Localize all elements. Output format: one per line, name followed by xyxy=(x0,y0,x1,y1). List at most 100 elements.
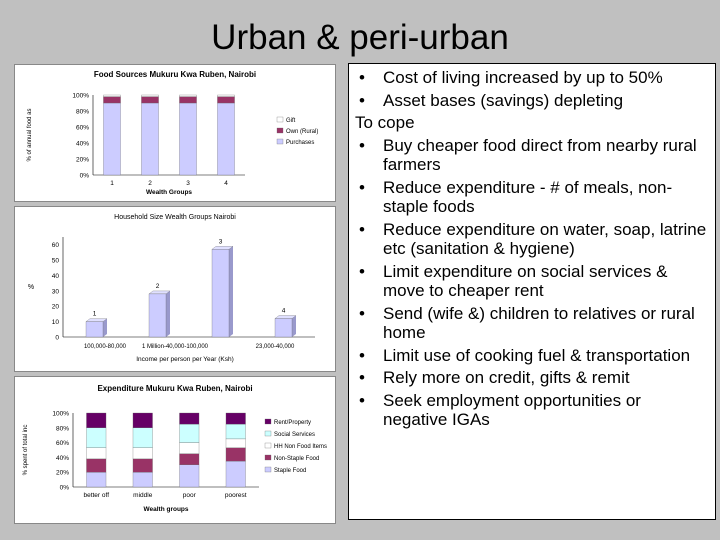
bullet-item: • Cost of living increased by up to 50% xyxy=(355,68,709,88)
bar-segment xyxy=(103,96,121,104)
bullet-item: • Buy cheaper food direct from nearby rur… xyxy=(355,136,709,175)
y-tick-label: 50 xyxy=(52,258,60,265)
bar xyxy=(148,293,167,338)
y-tick-label: 80% xyxy=(76,109,89,116)
bar-segment xyxy=(179,453,200,465)
legend-swatch xyxy=(276,138,284,145)
y-tick-label: 10 xyxy=(52,319,60,326)
legend-label: Gift xyxy=(286,118,296,124)
bullet-text: Limit use of cooking fuel & transportati… xyxy=(383,345,691,365)
bar-label: 3 xyxy=(219,238,223,245)
bar-side xyxy=(103,318,107,337)
chart-title: Household Size Wealth Groups Nairobi xyxy=(114,214,236,221)
bar-segment xyxy=(132,447,153,460)
bar-segment xyxy=(132,472,153,488)
bar-side xyxy=(229,246,233,337)
bullet-icon: • xyxy=(359,345,365,365)
bar xyxy=(211,249,230,338)
bullet-item: • Reduce expenditure - # of meals, non-st… xyxy=(355,178,709,217)
bullet-text: Cost of living increased by up to 50% xyxy=(383,68,663,87)
x-tick-label: poorest xyxy=(225,492,247,499)
bullet-text: Rely more on credit, gifts & remit xyxy=(383,368,630,387)
bar-segment xyxy=(217,96,235,104)
bar-segment xyxy=(225,447,246,462)
legend-swatch xyxy=(264,430,272,437)
y-axis-label: % xyxy=(28,284,34,291)
legend-swatch xyxy=(264,454,272,461)
bar-segment xyxy=(179,94,197,97)
chart-title: Food Sources Mukuru Kwa Ruben, Nairobi xyxy=(94,70,256,79)
y-tick-label: 20 xyxy=(52,304,60,311)
bar-segment xyxy=(86,427,107,448)
bullet-item: • Seek employment opportunities or negati… xyxy=(355,391,709,430)
y-axis-label: % of annual food as xyxy=(27,108,33,161)
bar xyxy=(274,318,293,338)
y-tick-label: 40% xyxy=(76,141,89,148)
y-tick-label: 30 xyxy=(52,288,60,295)
bar-side xyxy=(292,315,296,337)
bar-label: 4 xyxy=(282,308,286,315)
legend-swatch xyxy=(264,466,272,473)
chart-title: Expenditure Mukuru Kwa Ruben, Nairobi xyxy=(97,384,252,393)
bar-segment xyxy=(141,102,159,176)
x-tick-label: 23,000-40,000 xyxy=(256,344,295,350)
y-tick-label: 0% xyxy=(80,173,90,180)
bar xyxy=(85,321,104,338)
x-tick-label: 100,000-80,000 xyxy=(84,344,127,350)
legend-swatch xyxy=(276,116,284,123)
bar-label: 2 xyxy=(156,283,160,290)
bar-segment xyxy=(86,412,107,428)
expenditure-chart-panel: Expenditure Mukuru Kwa Ruben, Nairobi 0% 2… xyxy=(14,376,336,524)
y-tick-label: 0% xyxy=(60,485,70,492)
bullet-item: • Limit use of cooking fuel & transportat… xyxy=(355,346,709,366)
y-tick-label: 60% xyxy=(56,440,69,447)
coping-text-box: • Cost of living increased by up to 50% • A… xyxy=(348,63,716,520)
bullet-item: • Limit expenditure on social services & … xyxy=(355,262,709,301)
bullet-icon: • xyxy=(359,68,365,87)
bullet-item: • Asset bases (savings) depleting xyxy=(355,91,709,111)
legend-swatch xyxy=(276,127,284,134)
bullet-icon: • xyxy=(359,219,365,239)
x-tick-label: 3 xyxy=(186,180,190,187)
bar-segment xyxy=(179,464,200,488)
bar-segment xyxy=(86,447,107,460)
bar-segment xyxy=(141,94,159,97)
legend-label: Non-Staple Food xyxy=(274,456,319,462)
bar-segment xyxy=(132,412,153,428)
bullet-text: Seek employment opportunities or negativ… xyxy=(383,390,641,430)
bullet-icon: • xyxy=(359,261,365,281)
bullet-icon: • xyxy=(359,135,365,155)
bar-segment xyxy=(225,423,246,440)
y-tick-label: 60% xyxy=(76,125,89,132)
bar-segment xyxy=(132,458,153,473)
bullet-icon: • xyxy=(359,90,365,110)
bar-top xyxy=(85,318,108,322)
bar-segment xyxy=(103,94,121,97)
bar-segment xyxy=(217,102,235,176)
bar-segment xyxy=(179,423,200,443)
bar-segment xyxy=(179,102,197,176)
bullet-icon: • xyxy=(359,303,365,323)
bar-segment xyxy=(103,102,121,176)
legend-label: Own (Rural) xyxy=(286,129,318,135)
legend-label: Social Services xyxy=(274,432,315,438)
y-tick-label: 20% xyxy=(76,157,89,164)
bar-segment xyxy=(179,412,200,425)
bar-segment xyxy=(86,472,107,488)
y-tick-label: 100% xyxy=(72,93,89,100)
bar-segment xyxy=(225,438,246,448)
bar-side xyxy=(166,290,170,337)
x-tick-label: better off xyxy=(83,492,109,499)
y-axis-label: % spent of total inc xyxy=(23,425,29,476)
bar-segment xyxy=(86,458,107,473)
bullet-icon: • xyxy=(359,177,365,197)
y-tick-label: 80% xyxy=(56,425,69,432)
bullet-text: Asset bases (savings) depleting xyxy=(383,90,624,110)
legend-label: HH Non Food Items xyxy=(274,444,327,450)
bullet-item: • Rely more on credit, gifts & remit xyxy=(355,368,709,388)
bullet-item: • Send (wife &) children to relatives or … xyxy=(355,304,709,343)
bar-label: 1 xyxy=(93,311,97,318)
bullet-icon: • xyxy=(359,390,365,410)
bullet-item: • Reduce expenditure on water, soap, latr… xyxy=(355,220,709,259)
x-tick-label: poor xyxy=(183,492,197,499)
